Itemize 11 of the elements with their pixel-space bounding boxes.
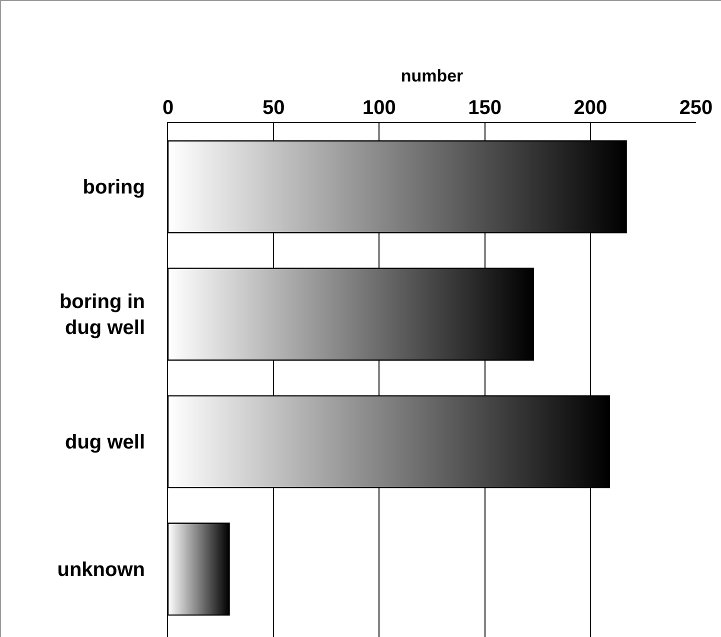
x-tick-label: 0 xyxy=(162,97,174,119)
y-tick-label: unknown xyxy=(57,559,145,582)
y-tick-label: boring in dug well xyxy=(59,291,145,340)
x-tick-label: 50 xyxy=(262,97,285,119)
x-tick-label: 200 xyxy=(574,97,608,119)
x-tick-label: 250 xyxy=(679,97,713,119)
x-tick-label: 150 xyxy=(468,97,502,119)
x-axis-title: number xyxy=(400,66,464,86)
x-tick-label: 100 xyxy=(362,97,396,119)
y-tick-label: boring xyxy=(82,176,145,199)
y-tick-label: dug well xyxy=(65,432,145,454)
